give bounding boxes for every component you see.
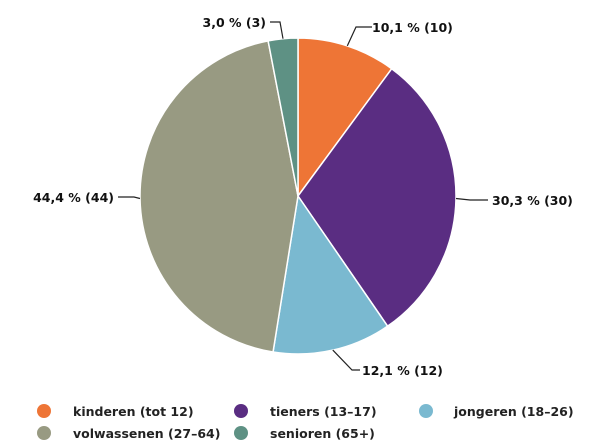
leader-line-3 <box>332 349 360 371</box>
slice-data-label-2: 30,3 % (30) <box>492 193 573 208</box>
legend-swatch-4[interactable] <box>37 426 51 440</box>
slice-data-label-1: 10,1 % (10) <box>372 20 453 35</box>
slice-data-label-3: 12,1 % (12) <box>362 363 443 378</box>
pie-slice-4 <box>139 39 299 353</box>
leader-line-4 <box>118 196 141 200</box>
legend-label-3[interactable]: jongeren (18–26) <box>453 404 574 419</box>
legend-label-2[interactable]: tieners (13–17) <box>270 404 377 419</box>
legend-swatch-3[interactable] <box>419 404 433 418</box>
leader-line-1 <box>346 26 372 47</box>
leader-line-2 <box>455 197 488 201</box>
leader-line-5 <box>270 21 284 39</box>
legend-swatch-1[interactable] <box>37 404 51 418</box>
slice-data-label-5: 3,0 % (3) <box>203 15 267 30</box>
pie-slice-2 <box>297 67 457 328</box>
legend-label-4[interactable]: volwassenen (27–64) <box>73 426 220 441</box>
legend-label-5[interactable]: senioren (65+) <box>270 426 375 441</box>
legend-swatch-2[interactable] <box>234 404 248 418</box>
legend-swatch-5[interactable] <box>234 426 248 440</box>
pie-slice-5 <box>267 37 299 197</box>
slice-data-label-4: 44,4 % (44) <box>33 190 114 205</box>
legend-label-1[interactable]: kinderen (tot 12) <box>73 404 194 419</box>
